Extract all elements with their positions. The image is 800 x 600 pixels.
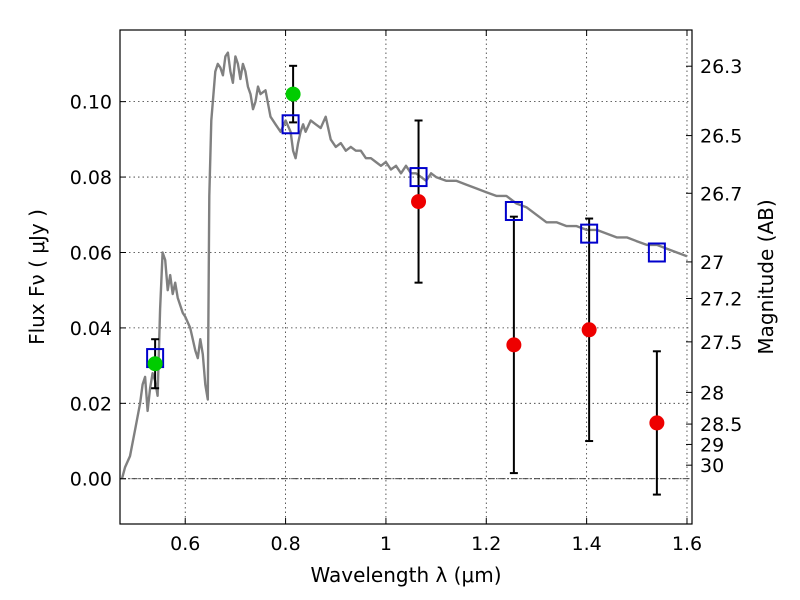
model-photometry-square xyxy=(647,242,666,263)
y-axis-ticks: 0.00 0.02 0.04 0.06 0.08 0.10 xyxy=(70,92,126,491)
model-photometry-square xyxy=(580,223,599,244)
measured-point xyxy=(506,337,522,353)
right-tick-label: 28.5 xyxy=(700,414,742,436)
right-tick-label: 29 xyxy=(700,434,724,456)
right-tick-label: 26.3 xyxy=(700,56,742,78)
right-axis-label: Magnitude (AB) xyxy=(754,199,778,354)
y-tick-label: 0.00 xyxy=(70,469,112,491)
right-tick-label: 27.5 xyxy=(700,332,742,354)
model-photometry-square xyxy=(281,114,300,135)
right-tick-label: 28 xyxy=(700,382,724,404)
x-tick-label: 1 xyxy=(380,533,392,555)
y-tick-label: 0.06 xyxy=(70,242,112,264)
x-axis-label: Wavelength λ (μm) xyxy=(310,563,501,587)
right-tick-label: 30 xyxy=(700,455,724,477)
right-tick-label: 27.2 xyxy=(700,288,742,310)
right-tick-label: 27 xyxy=(700,252,724,274)
x-tick-label: 0.8 xyxy=(270,533,300,555)
detection-point xyxy=(147,356,163,372)
y-tick-label: 0.10 xyxy=(70,92,112,114)
grid-lines xyxy=(120,30,692,524)
model-spectrum-line xyxy=(120,51,688,480)
x-tick-label: 1.2 xyxy=(471,533,501,555)
model-photometry-square xyxy=(409,167,428,188)
y-axis-label: Flux Fν ( μJy ) xyxy=(25,209,49,345)
x-tick-label: 0.6 xyxy=(170,533,200,555)
measured-point xyxy=(581,322,597,338)
x-tick-label: 1.4 xyxy=(572,533,602,555)
x-tick-label: 1.6 xyxy=(672,533,702,555)
plot-area xyxy=(120,51,688,496)
measured-point xyxy=(411,194,427,210)
measured-point xyxy=(649,415,665,431)
right-tick-label: 26.5 xyxy=(700,126,742,148)
y-tick-label: 0.02 xyxy=(70,393,112,415)
right-tick-label: 26.7 xyxy=(700,183,742,205)
y-tick-label: 0.08 xyxy=(70,167,112,189)
y-tick-label: 0.04 xyxy=(70,318,112,340)
x-axis-ticks: 0.6 0.8 1 1.2 1.4 1.6 xyxy=(170,30,702,555)
detection-point xyxy=(285,86,301,102)
model-photometry-square xyxy=(504,201,523,222)
plot-frame xyxy=(119,29,693,525)
